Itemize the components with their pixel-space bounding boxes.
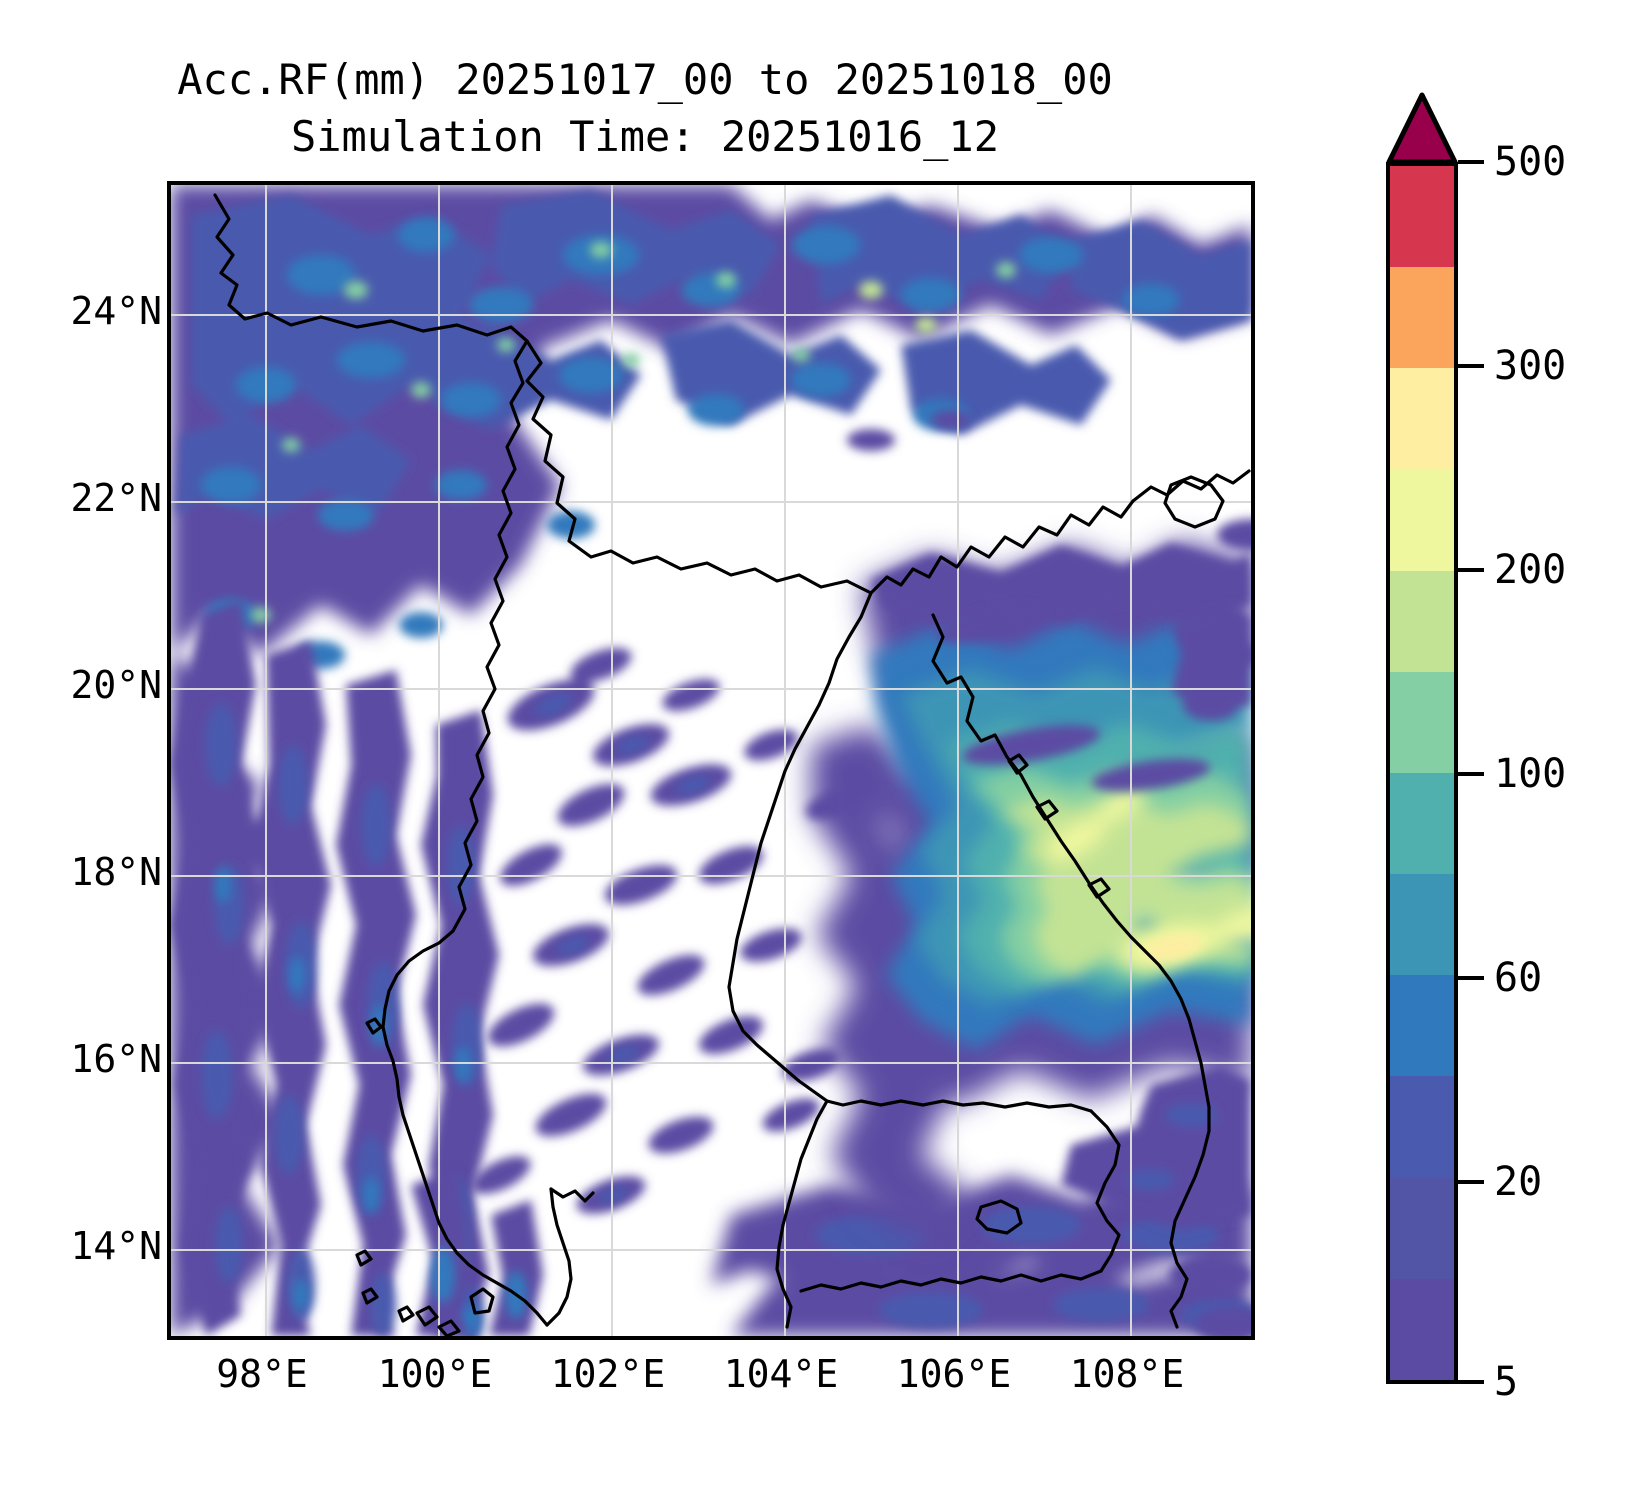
- rainfall-contour-map: [171, 185, 1251, 1336]
- colorbar-tick-label: 500: [1494, 139, 1567, 185]
- colorbar-band: [1390, 1177, 1454, 1279]
- precipitation-field: [171, 185, 1251, 1336]
- title-line-1: Acc.RF(mm) 20251017_00 to 20251018_00: [177, 55, 1113, 104]
- colorbar-tick-label: 100: [1494, 751, 1567, 797]
- colorbar-tick: [1458, 568, 1484, 572]
- map-plot-area: [167, 181, 1255, 1340]
- colorbar-band: [1390, 671, 1454, 773]
- colorbar-band: [1390, 772, 1454, 875]
- colorbar-tick-label: 60: [1494, 955, 1543, 1001]
- x-tick-label: 108°E: [1069, 1352, 1185, 1396]
- country-borders: [213, 193, 1251, 1336]
- colorbar-band: [1390, 975, 1454, 1077]
- colorbar-tick: [1458, 1180, 1484, 1184]
- colorbar-band: [1390, 1076, 1454, 1178]
- y-tick-label: 22°N: [70, 476, 162, 520]
- colorbar-tick: [1458, 772, 1484, 776]
- colorbar-band: [1390, 166, 1454, 268]
- y-tick-label: 20°N: [70, 663, 162, 707]
- colorbar-tick: [1458, 1380, 1484, 1384]
- colorbar-band: [1390, 570, 1454, 672]
- map-gridlines: [171, 185, 1251, 1336]
- colorbar-band: [1390, 469, 1454, 571]
- colorbar-over-arrow: [1386, 92, 1458, 164]
- colorbar-tick-label: 200: [1494, 547, 1567, 593]
- y-tick-label: 18°N: [70, 850, 162, 894]
- map-clip: [171, 185, 1251, 1336]
- colorbar-tick: [1458, 160, 1484, 164]
- colorbar-tick: [1458, 976, 1484, 980]
- x-tick-label: 106°E: [896, 1352, 1012, 1396]
- x-tick-label: 98°E: [216, 1352, 308, 1396]
- colorbar-band: [1390, 1278, 1454, 1380]
- y-tick-label: 16°N: [70, 1037, 162, 1081]
- colorbar: [1386, 92, 1458, 1384]
- figure-title: Acc.RF(mm) 20251017_00 to 20251018_00 Si…: [0, 52, 1290, 165]
- x-tick-label: 104°E: [723, 1352, 839, 1396]
- y-tick-label: 24°N: [70, 289, 162, 333]
- x-tick-label: 100°E: [377, 1352, 493, 1396]
- colorbar-bands: [1386, 162, 1458, 1384]
- colorbar-tick-label: 300: [1494, 343, 1567, 389]
- title-line-2: Simulation Time: 20251016_12: [290, 111, 999, 161]
- y-tick-label: 14°N: [70, 1224, 162, 1268]
- colorbar-tick-label: 5: [1494, 1359, 1519, 1405]
- x-tick-label: 102°E: [550, 1352, 666, 1396]
- colorbar-band: [1390, 874, 1454, 976]
- colorbar-tick-label: 20: [1494, 1159, 1543, 1205]
- colorbar-band: [1390, 368, 1454, 470]
- colorbar-tick: [1458, 364, 1484, 368]
- colorbar-band: [1390, 267, 1454, 369]
